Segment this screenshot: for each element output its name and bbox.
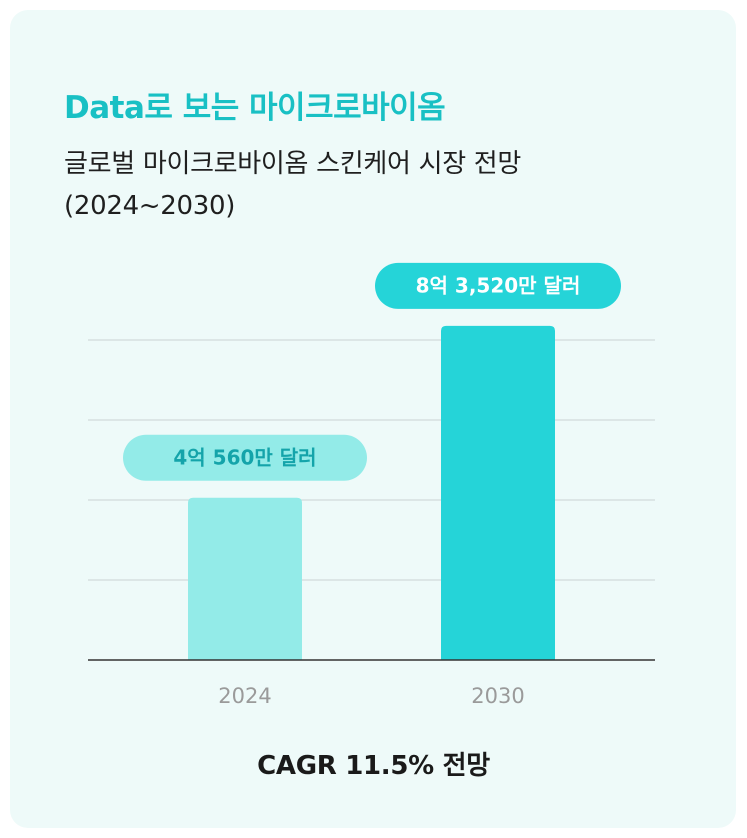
data-label-2024: 4억 560만 달러: [173, 445, 316, 469]
x-tick-label-2030: 2030: [471, 684, 524, 708]
chart-subtitle-line1: 글로벌 마이크로바이옴 스킨케어 시장 전망: [64, 149, 522, 179]
page-title: Data로 보는 마이크로바이옴: [64, 90, 446, 126]
bar-2030: [441, 325, 555, 660]
data-label-2030: 8억 3,520만 달러: [416, 273, 581, 297]
data-label-pill-2024: [123, 434, 367, 481]
card: [10, 10, 736, 828]
x-tick-label-2024: 2024: [218, 684, 271, 708]
chart-subtitle: 글로벌 마이크로바이옴 스킨케어 시장 전망 (2024~2030): [64, 143, 664, 227]
data-label-pill-2030: [375, 262, 621, 309]
bar-2024: [188, 497, 302, 660]
cagr-text: CAGR 11.5% 전망: [257, 751, 490, 781]
chart-subtitle-line2: (2024~2030): [64, 191, 236, 221]
